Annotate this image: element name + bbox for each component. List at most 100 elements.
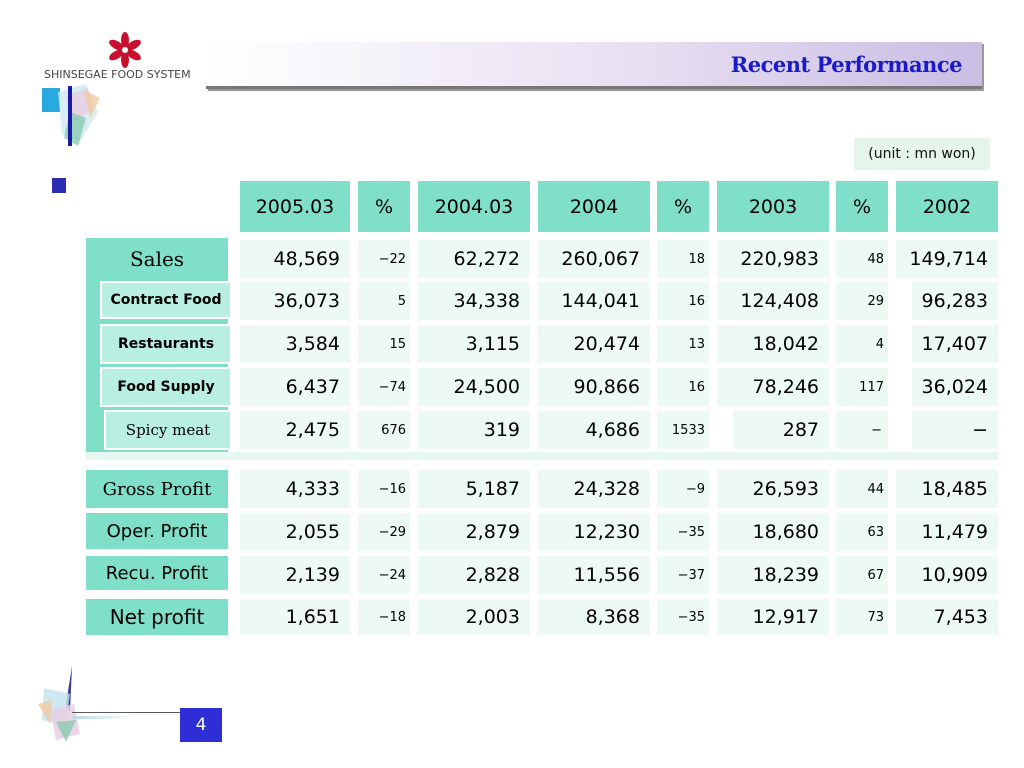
table-cell: 20,474 <box>538 325 650 363</box>
table-cell: 6,437 <box>240 368 350 406</box>
table-cell: 287 <box>733 411 829 449</box>
table-cell: 18,485 <box>896 470 998 508</box>
table-cell: − <box>836 411 888 449</box>
table-cell: −74 <box>358 368 410 406</box>
table-cell: 3,584 <box>240 325 350 363</box>
table-cell: 2,475 <box>240 411 350 449</box>
decorative-graphic-top <box>42 84 100 146</box>
table-cell: 2,003 <box>418 599 530 635</box>
table-cell: 36,024 <box>912 368 998 406</box>
row-label-restaurants: Restaurants <box>100 324 232 364</box>
table-cell: 260,067 <box>538 240 650 278</box>
table-cell: 144,041 <box>538 282 650 320</box>
company-logo: SHINSEGAE FOOD SYSTEM <box>40 32 210 88</box>
row-label-food-supply: Food Supply <box>100 367 232 407</box>
table-cell: 16 <box>657 368 709 406</box>
column-header: 2004 <box>538 181 650 232</box>
table-cell: 676 <box>358 411 410 449</box>
table-cell: 12,230 <box>538 513 650 551</box>
column-header: 2004.03 <box>418 181 530 232</box>
table-cell: −24 <box>358 556 410 594</box>
table-cell: 18,680 <box>717 513 829 551</box>
title-bar: Recent Performance <box>206 42 982 89</box>
table-cell: 67 <box>836 556 888 594</box>
table-cell: 124,408 <box>717 282 829 320</box>
table-cell: −9 <box>657 470 709 508</box>
column-header: % <box>657 181 709 232</box>
table-cell: 78,246 <box>717 368 829 406</box>
bottom-divider-line <box>72 712 184 713</box>
table-cell: 16 <box>657 282 709 320</box>
table-cell: 17,407 <box>912 325 998 363</box>
column-header: % <box>836 181 888 232</box>
table-cell: 7,453 <box>896 599 998 635</box>
table-cell: 18,239 <box>717 556 829 594</box>
unit-note: (unit : mn won) <box>854 138 990 170</box>
row-label-sales: Sales <box>129 247 185 271</box>
table-cell: 2,055 <box>240 513 350 551</box>
row-label-gross-profit: Gross Profit <box>86 470 228 508</box>
section-separator <box>86 452 998 460</box>
vertical-accent-line <box>68 86 72 146</box>
decorative-graphic-bottom <box>38 666 80 742</box>
table-cell: −16 <box>358 470 410 508</box>
flower-logo-icon <box>109 32 141 68</box>
table-cell: 117 <box>836 368 888 406</box>
table-cell: 90,866 <box>538 368 650 406</box>
table-cell: 36,073 <box>240 282 350 320</box>
table-cell: 18,042 <box>717 325 829 363</box>
table-cell: 26,593 <box>717 470 829 508</box>
table-cell: −18 <box>358 599 410 635</box>
table-cell: 2,139 <box>240 556 350 594</box>
table-cell: −35 <box>657 513 709 551</box>
table-cell: 18 <box>657 240 709 278</box>
row-label-contract-food: Contract Food <box>100 281 232 319</box>
table-cell: 13 <box>657 325 709 363</box>
accent-square <box>52 178 66 193</box>
column-header: % <box>358 181 410 232</box>
table-cell: 319 <box>418 411 530 449</box>
table-cell: 48,569 <box>240 240 350 278</box>
table-cell: 48 <box>836 240 888 278</box>
row-label-oper-profit: Oper. Profit <box>86 513 228 549</box>
page-title: Recent Performance <box>730 52 963 77</box>
table-cell: −35 <box>657 599 709 635</box>
table-cell: 63 <box>836 513 888 551</box>
table-cell: 15 <box>358 325 410 363</box>
table-cell: 4,686 <box>538 411 650 449</box>
bottom-accent-bar <box>72 716 132 719</box>
column-header: 2002 <box>896 181 998 232</box>
table-cell: −29 <box>358 513 410 551</box>
table-cell: 2,828 <box>418 556 530 594</box>
table-cell: 4,333 <box>240 470 350 508</box>
row-label-spicy-meat: Spicy meat <box>104 410 232 450</box>
table-cell: 1533 <box>657 411 709 449</box>
table-cell: 12,917 <box>717 599 829 635</box>
table-cell: 11,479 <box>896 513 998 551</box>
row-label-net-profit: Net profit <box>86 599 228 635</box>
table-cell: 24,328 <box>538 470 650 508</box>
table-cell: 11,556 <box>538 556 650 594</box>
table-cell: 3,115 <box>418 325 530 363</box>
column-header: 2003 <box>717 181 829 232</box>
table-cell: 29 <box>836 282 888 320</box>
row-label-recu-profit: Recu. Profit <box>86 556 228 590</box>
table-cell: 1,651 <box>240 599 350 635</box>
table-cell: −37 <box>657 556 709 594</box>
table-cell: 96,283 <box>912 282 998 320</box>
table-cell: 149,714 <box>896 240 998 278</box>
table-cell: 73 <box>836 599 888 635</box>
table-cell: 220,983 <box>717 240 829 278</box>
table-cell: 44 <box>836 470 888 508</box>
table-cell: 8,368 <box>538 599 650 635</box>
table-cell: 5,187 <box>418 470 530 508</box>
table-cell: 62,272 <box>418 240 530 278</box>
table-cell: 34,338 <box>418 282 530 320</box>
table-cell: 24,500 <box>418 368 530 406</box>
table-cell: − <box>912 411 998 449</box>
column-header: 2005.03 <box>240 181 350 232</box>
table-cell: −22 <box>358 240 410 278</box>
logo-text: SHINSEGAE FOOD SYSTEM <box>44 68 191 81</box>
table-cell: 2,879 <box>418 513 530 551</box>
table-cell: 4 <box>836 325 888 363</box>
